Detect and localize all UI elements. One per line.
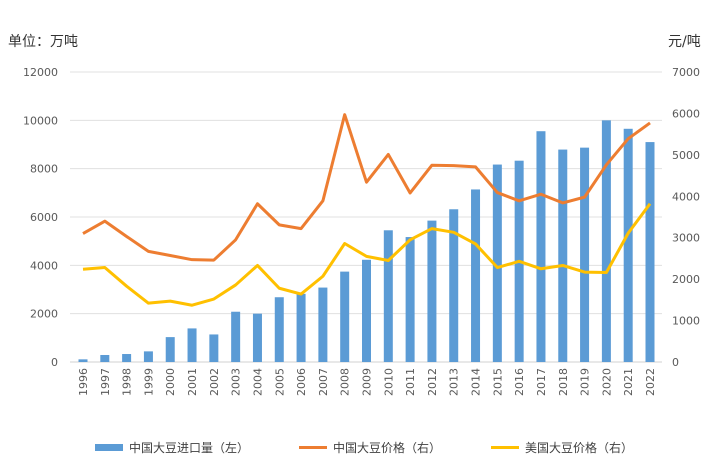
left-tick-label: 12000 (23, 66, 58, 79)
bar-2010 (383, 230, 393, 362)
bar-2006 (296, 293, 306, 362)
bar-2003 (231, 311, 241, 362)
bar-2022 (645, 142, 655, 362)
x-tick-label: 2012 (426, 368, 439, 396)
left-tick-label: 4000 (30, 259, 58, 272)
right-tick-label: 2000 (672, 273, 700, 286)
x-tick-label: 2011 (404, 368, 417, 396)
x-tick-label: 1997 (99, 368, 112, 396)
left-tick-label: 2000 (30, 308, 58, 321)
legend-item-import: 中国大豆进口量（左） (94, 439, 249, 456)
x-tick-label: 2022 (644, 368, 657, 396)
bar-2017 (536, 131, 546, 362)
x-tick-label: 2017 (535, 368, 548, 396)
legend-swatch (491, 446, 519, 449)
x-tick-label: 2020 (600, 368, 613, 396)
legend-item-us-price: 美国大豆价格（右） (491, 439, 633, 456)
bar-1998 (122, 354, 132, 362)
right-unit-label: 元/吨 (668, 34, 701, 50)
bar-2013 (449, 209, 459, 362)
x-tick-label: 2018 (557, 368, 570, 396)
x-tick-label: 2013 (448, 368, 461, 396)
bar-2018 (558, 149, 568, 362)
bar-2021 (623, 128, 633, 362)
bar-2001 (187, 328, 197, 362)
x-tick-label: 2001 (186, 368, 199, 396)
x-tick-label: 2004 (251, 368, 264, 396)
x-tick-label: 1998 (121, 368, 134, 396)
bar-2015 (492, 164, 502, 362)
right-tick-label: 6000 (672, 107, 700, 120)
x-tick-label: 2014 (470, 368, 483, 396)
left-tick-label: 6000 (30, 211, 58, 224)
bar-2000 (165, 337, 175, 362)
x-tick-label: 2015 (491, 368, 504, 396)
x-tick-label: 1999 (142, 368, 155, 396)
x-tick-label: 2007 (317, 368, 330, 396)
bar-2009 (362, 259, 371, 362)
bar-2005 (274, 297, 284, 362)
x-tick-label: 2002 (208, 368, 221, 396)
x-tick-label: 1996 (77, 368, 90, 396)
right-tick-label: 0 (672, 356, 679, 369)
legend-item-china-price: 中国大豆价格（右） (298, 439, 441, 456)
right-tick-label: 7000 (672, 66, 700, 79)
left-tick-label: 8000 (30, 163, 58, 176)
right-tick-label: 3000 (672, 232, 700, 245)
legend-swatch (298, 446, 327, 449)
bar-2012 (427, 220, 437, 362)
right-tick-label: 5000 (672, 149, 700, 162)
plot-area: 0 2000 4000 6000 8000 10000 12000 0 1000 2000 3000… (23, 66, 700, 396)
legend-label: 中国大豆价格（右） (332, 441, 441, 455)
x-tick-label: 2000 (164, 368, 177, 396)
bar-1999 (143, 351, 153, 362)
right-tick-label: 4000 (672, 190, 700, 203)
x-tick-label: 2010 (382, 368, 395, 396)
bar-1996 (78, 359, 88, 362)
x-tick-label: 2005 (273, 368, 286, 396)
bar-2008 (340, 271, 350, 362)
bar-2002 (209, 334, 219, 362)
bar-2014 (471, 189, 481, 362)
x-tick-label: 2008 (339, 368, 352, 396)
legend-swatch (94, 444, 123, 451)
left-tick-label: 0 (51, 356, 58, 369)
bar-2011 (405, 237, 415, 362)
left-unit-label: 单位：万吨 (8, 34, 78, 50)
right-tick-label: 1000 (672, 315, 700, 328)
legend: 中国大豆进口量（左） 中国大豆价格（右） 美国大豆价格（右） (0, 439, 728, 456)
x-tick-label: 2021 (622, 368, 635, 396)
x-tick-label: 2019 (579, 368, 592, 396)
bar-1997 (100, 354, 110, 362)
bar-2004 (252, 313, 262, 362)
left-tick-label: 10000 (23, 114, 58, 127)
bar-2020 (601, 120, 611, 362)
bar-2007 (318, 287, 328, 362)
legend-label: 中国大豆进口量（左） (128, 441, 249, 455)
x-tick-label: 2009 (361, 368, 374, 396)
bar-2019 (580, 147, 590, 362)
x-tick-label: 2006 (295, 368, 308, 396)
x-tick-label: 2003 (230, 368, 243, 396)
x-tick-label: 2016 (513, 368, 526, 396)
legend-label: 美国大豆价格（右） (525, 441, 634, 455)
